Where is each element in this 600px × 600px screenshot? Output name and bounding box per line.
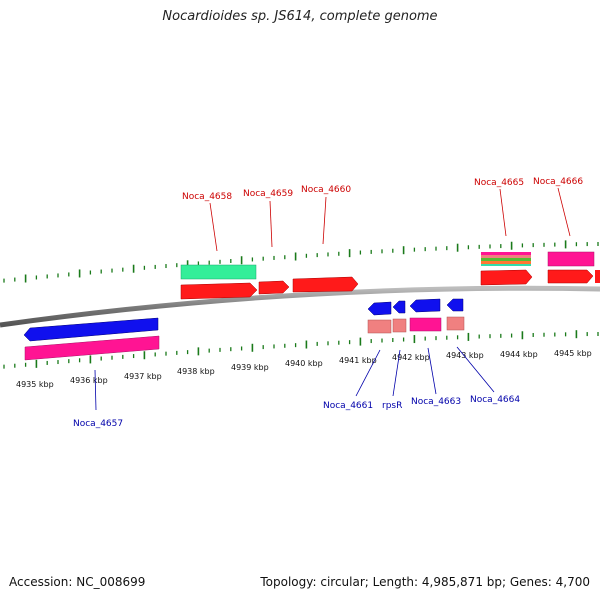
gene-label-forward[interactable]: Noca_4658 — [182, 192, 232, 202]
gene-label-reverse[interactable]: Noca_4661 — [323, 401, 373, 411]
accession-text: Accession: NC_008699 — [9, 575, 146, 589]
cds-arrow-4663[interactable] — [409, 298, 441, 313]
leader-4658 — [209, 202, 218, 252]
cds-arrow-next[interactable] — [595, 270, 600, 283]
feature-stack-4665-b[interactable] — [481, 255, 531, 258]
tick-label: 4941 kbp — [339, 356, 377, 365]
leader-4660 — [322, 196, 327, 245]
label-leaders — [94, 187, 571, 411]
cds-arrow-rpsR[interactable] — [392, 300, 406, 314]
feature-salmon-4664[interactable] — [446, 316, 465, 331]
tick-label: 4935 kbp — [16, 380, 54, 389]
tick-label: 4939 kbp — [231, 363, 269, 372]
leader-rpsR — [392, 349, 401, 397]
feature-stack-4665-d[interactable] — [481, 261, 531, 264]
gene-label-reverse[interactable]: Noca_4657 — [73, 419, 123, 429]
gene-labels: Noca_4658 Noca_4659 Noca_4660 Noca_4665 … — [73, 177, 583, 429]
feature-stack-4665-e[interactable] — [481, 264, 531, 266]
feature-pink-4663[interactable] — [409, 317, 442, 332]
topology-text: Topology: circular; Length: 4,985,871 bp… — [260, 575, 590, 589]
leader-4666 — [557, 187, 571, 237]
leader-4664 — [456, 346, 495, 393]
cds-arrow-4659[interactable] — [258, 280, 290, 295]
gene-label-forward[interactable]: Noca_4659 — [243, 189, 293, 199]
forward-features — [180, 251, 600, 300]
tick-label: 4937 kbp — [124, 372, 162, 381]
reverse-features — [23, 298, 465, 361]
gene-label-forward[interactable]: Noca_4666 — [533, 177, 583, 187]
tick-label: 4938 kbp — [177, 367, 215, 376]
gene-label-reverse[interactable]: Noca_4663 — [411, 397, 461, 407]
feature-salmon-rpsR[interactable] — [392, 318, 407, 333]
tick-label: 4942 kbp — [392, 353, 430, 362]
gene-label-forward[interactable]: Noca_4665 — [474, 178, 524, 188]
tick-label: 4944 kbp — [500, 350, 538, 359]
feature-pink-4657[interactable] — [24, 335, 160, 361]
cds-arrow-4664[interactable] — [446, 298, 464, 312]
leader-4665 — [499, 188, 507, 237]
leader-4657 — [94, 369, 97, 411]
genome-backbone — [0, 285, 600, 328]
inner-tick-ring — [3, 330, 599, 369]
cds-arrow-4657[interactable] — [23, 317, 159, 342]
cds-arrow-4660[interactable] — [292, 276, 359, 293]
tick-label: 4940 kbp — [285, 359, 323, 368]
tick-labels: 4935 kbp 4936 kbp 4937 kbp 4938 kbp 4939… — [16, 349, 592, 389]
tick-label: 4936 kbp — [70, 376, 108, 385]
leader-4661 — [355, 349, 381, 397]
feature-salmon-4661[interactable] — [367, 319, 392, 334]
cds-arrow-4666[interactable] — [547, 269, 594, 284]
feature-pink-4666[interactable] — [547, 251, 595, 267]
outer-tick-ring — [3, 240, 599, 283]
gene-label-reverse[interactable]: Noca_4664 — [470, 395, 520, 405]
gene-label-forward[interactable]: Noca_4660 — [301, 185, 351, 195]
gene-label-reverse[interactable]: rpsR — [382, 401, 402, 411]
feature-stack-4665-c[interactable] — [481, 258, 531, 261]
cds-arrow-4661[interactable] — [367, 301, 392, 316]
tick-label: 4945 kbp — [554, 349, 592, 358]
feature-green-4658[interactable] — [180, 264, 257, 280]
leader-4663 — [427, 347, 437, 395]
cds-arrow-4665[interactable] — [480, 269, 533, 286]
feature-stack-4665-a[interactable] — [481, 252, 531, 255]
leader-4659 — [269, 200, 273, 248]
cds-arrow-4658[interactable] — [180, 282, 258, 300]
tick-label: 4943 kbp — [446, 351, 484, 360]
map-title: Nocardioides sp. JS614, complete genome — [162, 9, 438, 24]
